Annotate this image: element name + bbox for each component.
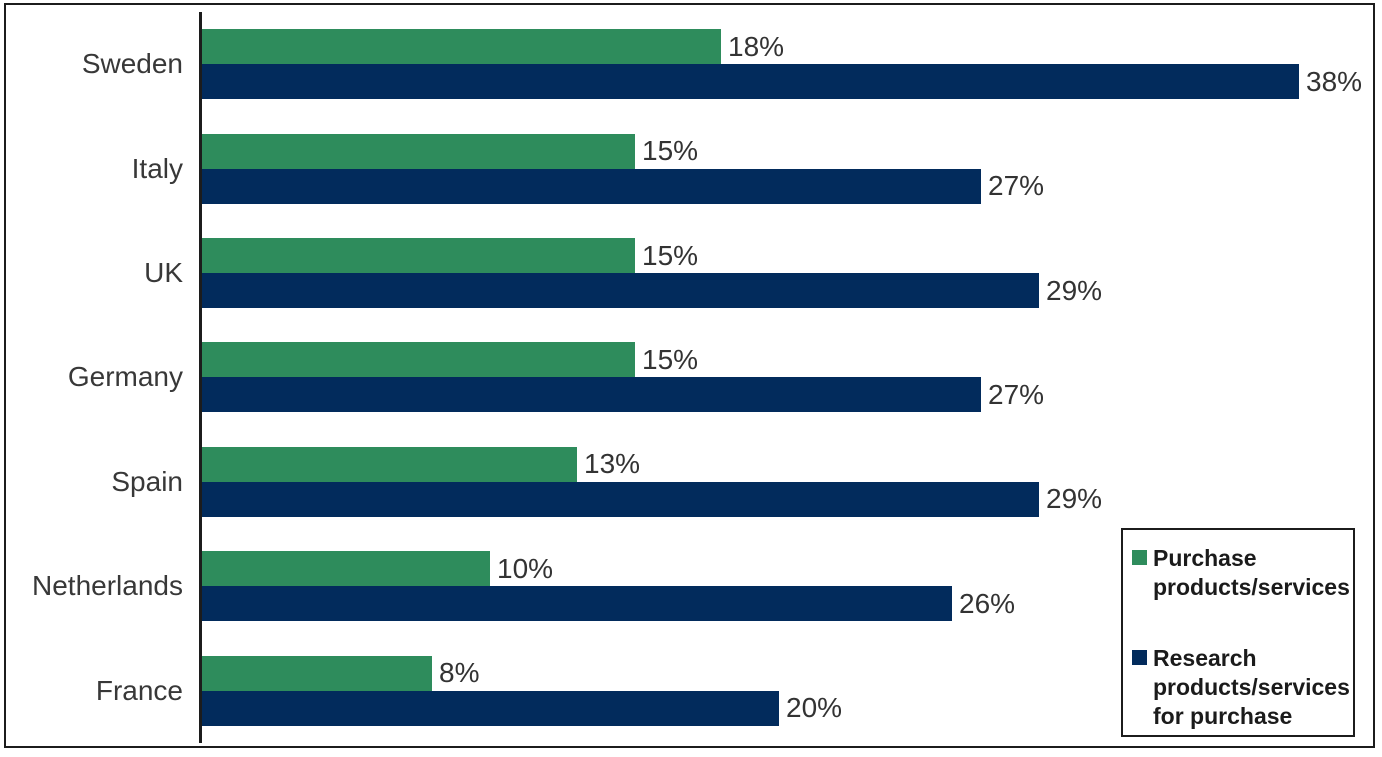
bar-line-research: 38% xyxy=(201,64,1374,100)
bar-line-research: 26% xyxy=(201,586,1374,622)
legend-item-research: Research products/services for purchase xyxy=(1132,644,1353,731)
bar-line-purchase: 15% xyxy=(201,342,1374,378)
bar-value-label: 20% xyxy=(786,692,843,724)
legend-label-purchase: Purchase products/services xyxy=(1153,545,1350,600)
bar-group: 15% 27% xyxy=(201,133,1374,204)
bar-value-label: 15% xyxy=(642,239,699,271)
bar-value-label: 29% xyxy=(1046,483,1103,515)
category-row-france: France 8% 20% xyxy=(0,639,1374,743)
legend-swatch-purchase-icon xyxy=(1132,550,1147,565)
legend-swatch-research-icon xyxy=(1132,650,1147,665)
category-row-spain: Spain 13% 29% xyxy=(0,430,1374,534)
y-axis-line xyxy=(199,12,202,743)
category-label: Germany xyxy=(67,361,183,393)
bar-value-label: 29% xyxy=(1046,274,1103,306)
category-label: France xyxy=(95,674,183,706)
bar-value-label: 15% xyxy=(642,343,699,375)
bar-purchase xyxy=(201,655,432,691)
category-row-netherlands: Netherlands 10% 26% xyxy=(0,534,1374,638)
bar-line-research: 27% xyxy=(201,377,1374,413)
category-row-italy: Italy 15% 27% xyxy=(0,116,1374,220)
bar-group: 13% 29% xyxy=(201,446,1374,517)
bar-line-research: 29% xyxy=(201,273,1374,309)
bar-value-label: 15% xyxy=(642,135,699,167)
legend: Purchase products/services Research prod… xyxy=(1121,528,1355,737)
category-row-uk: UK 15% 29% xyxy=(0,221,1374,325)
bar-line-purchase: 15% xyxy=(201,238,1374,274)
bar-purchase xyxy=(201,238,635,274)
bar-group: 15% 27% xyxy=(201,342,1374,413)
bar-line-purchase: 13% xyxy=(201,446,1374,482)
bar-line-purchase: 15% xyxy=(201,133,1374,169)
bar-value-label: 27% xyxy=(988,170,1045,202)
legend-item-purchase: Purchase products/services xyxy=(1132,544,1353,602)
bar-purchase xyxy=(201,342,635,378)
bar-line-research: 29% xyxy=(201,481,1374,517)
bar-research xyxy=(201,64,1299,100)
bar-research xyxy=(201,273,1039,309)
bar-value-label: 18% xyxy=(728,30,785,62)
category-label: UK xyxy=(144,257,183,289)
category-row-sweden: Sweden 18% 38% xyxy=(0,12,1374,116)
bar-research xyxy=(201,690,779,726)
bar-purchase xyxy=(201,133,635,169)
bar-purchase xyxy=(201,446,577,482)
bar-line-purchase: 10% xyxy=(201,551,1374,587)
bar-group: 15% 29% xyxy=(201,238,1374,309)
category-row-germany: Germany 15% 27% xyxy=(0,325,1374,429)
bar-value-label: 10% xyxy=(497,552,554,584)
bar-line-purchase: 18% xyxy=(201,29,1374,65)
bar-value-label: 27% xyxy=(988,378,1045,410)
bar-group: 18% 38% xyxy=(201,29,1374,100)
bar-line-research: 27% xyxy=(201,168,1374,204)
bar-group: 8% 20% xyxy=(201,655,1374,726)
bar-purchase xyxy=(201,29,721,65)
legend-label-research: Research products/services for purchase xyxy=(1153,645,1350,729)
bar-research xyxy=(201,586,952,622)
bar-value-label: 13% xyxy=(584,448,641,480)
category-label: Spain xyxy=(111,465,183,497)
bar-value-label: 38% xyxy=(1306,65,1363,97)
bar-line-research: 20% xyxy=(201,690,1374,726)
plot-area: Sweden 18% 38% Italy 15% 27% UK 15% 29% Germany 15… xyxy=(0,12,1374,743)
bar-research xyxy=(201,377,981,413)
bar-research xyxy=(201,168,981,204)
category-label: Netherlands xyxy=(32,570,183,602)
category-label: Italy xyxy=(131,152,183,184)
bar-value-label: 8% xyxy=(439,657,480,689)
bar-line-purchase: 8% xyxy=(201,655,1374,691)
bar-value-label: 26% xyxy=(959,587,1016,619)
bar-purchase xyxy=(201,551,490,587)
bar-group: 10% 26% xyxy=(201,551,1374,622)
category-label: Sweden xyxy=(81,48,183,80)
bar-research xyxy=(201,481,1039,517)
